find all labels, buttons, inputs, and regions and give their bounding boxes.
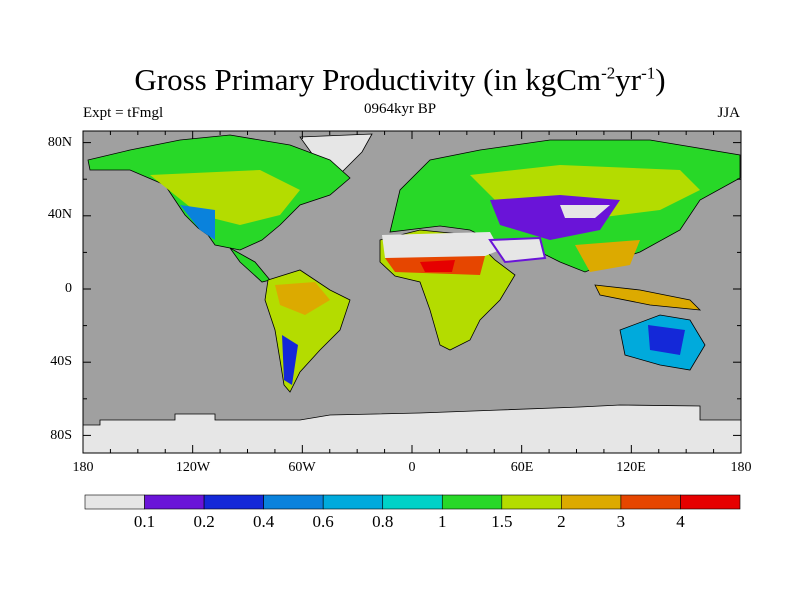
map-subtitle: 0964kyr BP <box>363 101 437 117</box>
colorbar-box <box>203 494 264 510</box>
lat-tick-label: 80S <box>50 428 72 443</box>
colorbar <box>84 494 741 510</box>
lat-tick-label: 80N <box>47 135 72 150</box>
maritime-continent <box>594 284 702 311</box>
sahara <box>382 232 500 258</box>
central-asia-desert <box>560 205 610 218</box>
colorbar-box <box>561 494 622 510</box>
amazon <box>275 282 330 315</box>
experiment-label: Expt = tFmgl <box>83 105 164 121</box>
sahel-max <box>420 260 455 272</box>
lon-tick-label: 60E <box>510 460 534 475</box>
lat-tick-label: 0 <box>65 281 72 296</box>
colorbar-label: 3 <box>616 512 626 531</box>
andes <box>282 335 298 385</box>
colorbar-label: 0.4 <box>253 512 275 531</box>
colorbar-label: 0.2 <box>193 512 215 531</box>
map-title: Gross Primary Productivity (in kgCm-2yr-… <box>134 62 666 97</box>
na-desert <box>180 205 215 240</box>
colorbar-label: 0.8 <box>372 512 394 531</box>
australia-interior <box>648 325 685 355</box>
lon-tick-label: 120W <box>175 460 211 475</box>
colorbar-box <box>322 494 384 510</box>
colorbar-box <box>84 494 145 510</box>
colorbar-box <box>441 494 503 510</box>
central-america <box>229 247 271 283</box>
arabia <box>488 236 547 264</box>
colorbar-label: 2 <box>557 512 566 531</box>
season-label: JJA <box>717 105 740 121</box>
antarctica <box>82 404 742 454</box>
colorbar-label: 0.6 <box>312 512 334 531</box>
lat-tick-label: 40N <box>47 207 72 222</box>
axis-ticks <box>82 131 742 453</box>
colorbar-box <box>382 494 443 510</box>
colorbar-label: 4 <box>676 512 685 531</box>
colorbar-box <box>144 494 205 510</box>
lat-tick-label: 40S <box>50 354 72 369</box>
colorbar-label: 1.5 <box>491 512 513 531</box>
lon-tick-label: 0 <box>408 460 416 475</box>
colorbar-label: 1 <box>438 512 447 531</box>
lon-tick-label: 60W <box>288 460 316 475</box>
colorbar-box <box>680 494 741 510</box>
lon-tick-label: 180 <box>72 460 94 475</box>
colorbar-box <box>620 494 681 510</box>
south-asia <box>575 240 640 272</box>
lon-tick-label: 120E <box>616 460 646 475</box>
lon-tick-label: 180 <box>730 460 752 475</box>
colorbar-box <box>501 494 562 510</box>
colorbar-box <box>263 494 324 510</box>
colorbar-label: 0.1 <box>133 512 156 531</box>
na-temperate <box>150 170 300 225</box>
